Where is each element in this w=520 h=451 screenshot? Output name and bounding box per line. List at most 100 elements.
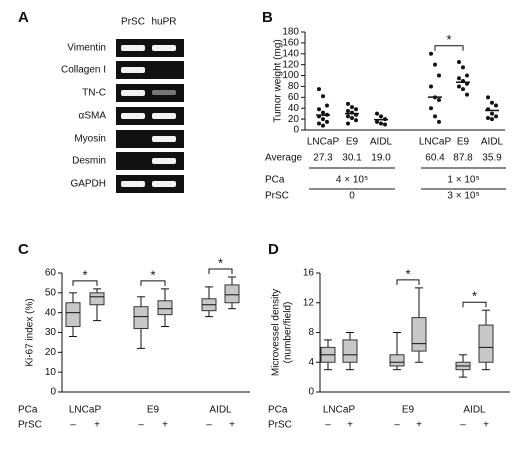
data-point bbox=[375, 111, 379, 116]
band bbox=[121, 113, 145, 119]
group-label: LNCaP bbox=[69, 405, 102, 416]
group-label: E9 bbox=[402, 405, 415, 416]
row-label: PCa bbox=[265, 175, 285, 186]
data-point bbox=[465, 73, 469, 78]
y-tick-label: 0 bbox=[308, 387, 314, 398]
y-axis-label: Ki-67 index (%) bbox=[25, 298, 36, 366]
data-point bbox=[437, 119, 441, 124]
group-label: AIDL bbox=[463, 405, 486, 416]
significance-bracket bbox=[434, 45, 464, 51]
data-point bbox=[350, 116, 354, 121]
panel-letter: C bbox=[18, 241, 29, 258]
data-point bbox=[379, 114, 383, 119]
data-point bbox=[317, 87, 321, 92]
data-point bbox=[490, 100, 494, 105]
gel-row-label: Myosin bbox=[74, 134, 106, 145]
x-tick-label: LNCaP bbox=[307, 137, 340, 148]
data-point bbox=[457, 76, 461, 81]
gel-row-label: TN-C bbox=[82, 88, 106, 99]
prsc-sign: – bbox=[138, 420, 144, 431]
x-tick-label: LNCaP bbox=[419, 137, 452, 148]
significance-label: * bbox=[218, 255, 223, 270]
row-label: PrSC bbox=[265, 191, 289, 202]
y-tick-label: 80 bbox=[288, 81, 300, 92]
box bbox=[389, 354, 405, 367]
group-label: AIDL bbox=[209, 405, 232, 416]
data-point bbox=[375, 119, 379, 124]
data-point bbox=[457, 59, 461, 64]
y-tick-label: 120 bbox=[282, 59, 299, 70]
data-point bbox=[490, 111, 494, 116]
data-point bbox=[494, 103, 498, 108]
box bbox=[157, 300, 173, 316]
gel bbox=[116, 39, 184, 193]
significance-bracket bbox=[140, 280, 166, 286]
y-tick-label: 40 bbox=[45, 307, 57, 318]
y-tick-label: 180 bbox=[282, 27, 299, 38]
data-point bbox=[494, 114, 498, 119]
x-tick-label: AIDL bbox=[370, 137, 393, 148]
y-tick-label: 12 bbox=[303, 297, 315, 308]
data-point bbox=[437, 98, 441, 103]
group-label: E9 bbox=[147, 405, 160, 416]
gel-strip bbox=[116, 130, 184, 148]
y-tick-label: 160 bbox=[282, 38, 299, 49]
data-point bbox=[486, 95, 490, 100]
prsc-sign: – bbox=[206, 420, 212, 431]
data-point bbox=[346, 101, 350, 106]
row-label: PCa bbox=[18, 405, 38, 416]
significance-bracket bbox=[462, 301, 487, 308]
lane-label: huPR bbox=[151, 17, 176, 28]
row-label: PCa bbox=[268, 405, 288, 416]
significance-label: * bbox=[472, 289, 477, 304]
data-point bbox=[321, 123, 325, 128]
table-cell: 1 × 10⁵ bbox=[447, 175, 479, 186]
prsc-sign: – bbox=[70, 420, 76, 431]
box bbox=[65, 302, 81, 328]
y-tick-label: 0 bbox=[50, 387, 56, 398]
significance-bracket bbox=[208, 268, 233, 274]
significance-label: * bbox=[446, 32, 451, 47]
panel-letter: B bbox=[262, 9, 273, 26]
average-label: 87.8 bbox=[453, 153, 473, 164]
table-cell: 0 bbox=[349, 191, 355, 202]
gel-strip bbox=[116, 61, 184, 79]
significance-label: * bbox=[150, 267, 155, 282]
prsc-sign: + bbox=[162, 420, 168, 431]
data-point bbox=[429, 106, 433, 111]
y-tick-label: 0 bbox=[293, 125, 299, 136]
box bbox=[133, 306, 149, 330]
y-axis-label: Tumor weight (mg) bbox=[273, 39, 284, 123]
data-point bbox=[317, 107, 321, 112]
data-point bbox=[465, 92, 469, 97]
box bbox=[224, 284, 240, 304]
data-point bbox=[321, 110, 325, 115]
band bbox=[152, 158, 176, 164]
significance-bracket bbox=[72, 280, 98, 286]
data-point bbox=[457, 84, 461, 89]
data-point bbox=[461, 65, 465, 70]
data-point bbox=[346, 114, 350, 119]
band bbox=[121, 181, 145, 187]
data-point bbox=[346, 108, 350, 113]
data-point bbox=[383, 122, 387, 127]
data-point bbox=[437, 73, 441, 78]
y-tick-label: 8 bbox=[308, 327, 314, 338]
panel-letter: A bbox=[18, 9, 29, 26]
gel-strip bbox=[116, 107, 184, 125]
significance-bracket bbox=[396, 279, 420, 285]
table-cell: 4 × 10⁵ bbox=[336, 175, 368, 186]
data-point bbox=[317, 121, 321, 126]
band bbox=[121, 90, 145, 96]
data-point bbox=[490, 117, 494, 122]
box bbox=[89, 292, 105, 306]
band bbox=[152, 181, 176, 187]
data-point bbox=[354, 118, 358, 123]
row-label: PrSC bbox=[18, 420, 42, 431]
prsc-sign: + bbox=[347, 420, 353, 431]
x-tick-label: E9 bbox=[457, 137, 470, 148]
x-tick-label: AIDL bbox=[481, 137, 504, 148]
box bbox=[342, 339, 358, 363]
data-point bbox=[350, 105, 354, 110]
